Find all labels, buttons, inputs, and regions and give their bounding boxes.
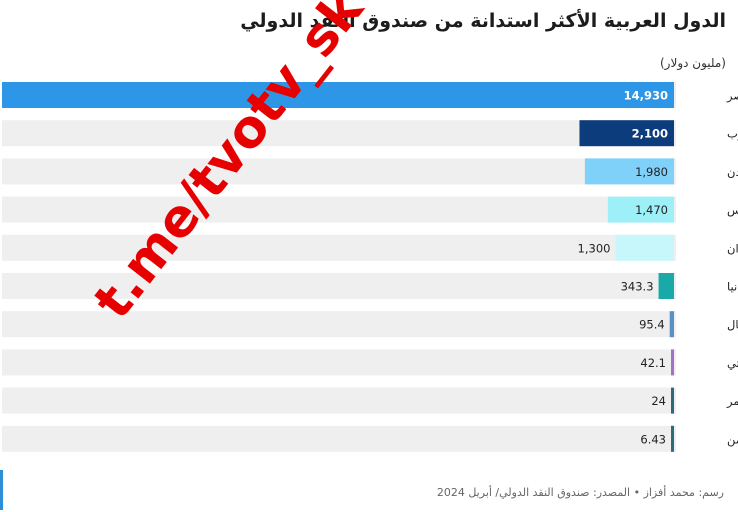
- value-label: 24: [651, 394, 666, 408]
- value-label: 343.3: [621, 280, 654, 294]
- value-label: 95.4: [639, 318, 665, 332]
- value-label: 1,470: [635, 203, 668, 217]
- unit-label: (مليون دولار): [660, 56, 726, 70]
- category-label: تونس: [727, 203, 738, 218]
- value-label: 1,300: [578, 241, 611, 255]
- value-label: 2,100: [632, 127, 668, 141]
- category-label: مصر: [726, 89, 738, 104]
- category-label: المغرب: [727, 127, 738, 142]
- bar: [615, 234, 674, 261]
- bar: [671, 349, 674, 376]
- category-label: السودان: [727, 241, 738, 256]
- bar-track: [2, 234, 676, 261]
- category-label: الأردن: [727, 165, 738, 180]
- bar: [579, 120, 674, 147]
- bar: [2, 82, 674, 108]
- bar-track: [2, 158, 676, 185]
- category-label: اليمن: [727, 432, 738, 447]
- bar-track: [2, 425, 676, 452]
- bar: [669, 311, 674, 338]
- source-credit: رسم: محمد أفزاز • المصدر: صندوق النقد ال…: [436, 486, 724, 499]
- category-label: جزر القمر: [726, 394, 738, 409]
- bar: [607, 196, 674, 223]
- bar: [658, 273, 674, 299]
- chart-title: الدول العربية الأكثر استدانة من صندوق ال…: [240, 10, 726, 32]
- bar-track: [2, 196, 676, 223]
- bar-track: [2, 311, 676, 338]
- decorative-accent-bar: [0, 470, 3, 510]
- bar-track: [2, 349, 676, 376]
- category-label: موريتانيا: [727, 280, 738, 295]
- value-label: 42.1: [640, 356, 666, 370]
- bar-track: [2, 387, 676, 414]
- bar-track: [2, 273, 676, 299]
- bar: [671, 425, 674, 452]
- bar-track: [2, 120, 676, 147]
- value-label: 1,980: [635, 165, 668, 179]
- category-label: جيبوتي: [727, 356, 738, 371]
- value-label: 6.43: [640, 432, 666, 446]
- bar: [671, 387, 674, 414]
- category-label: الصومال: [727, 318, 738, 333]
- value-label: 14,930: [624, 89, 668, 103]
- bar: [584, 158, 674, 185]
